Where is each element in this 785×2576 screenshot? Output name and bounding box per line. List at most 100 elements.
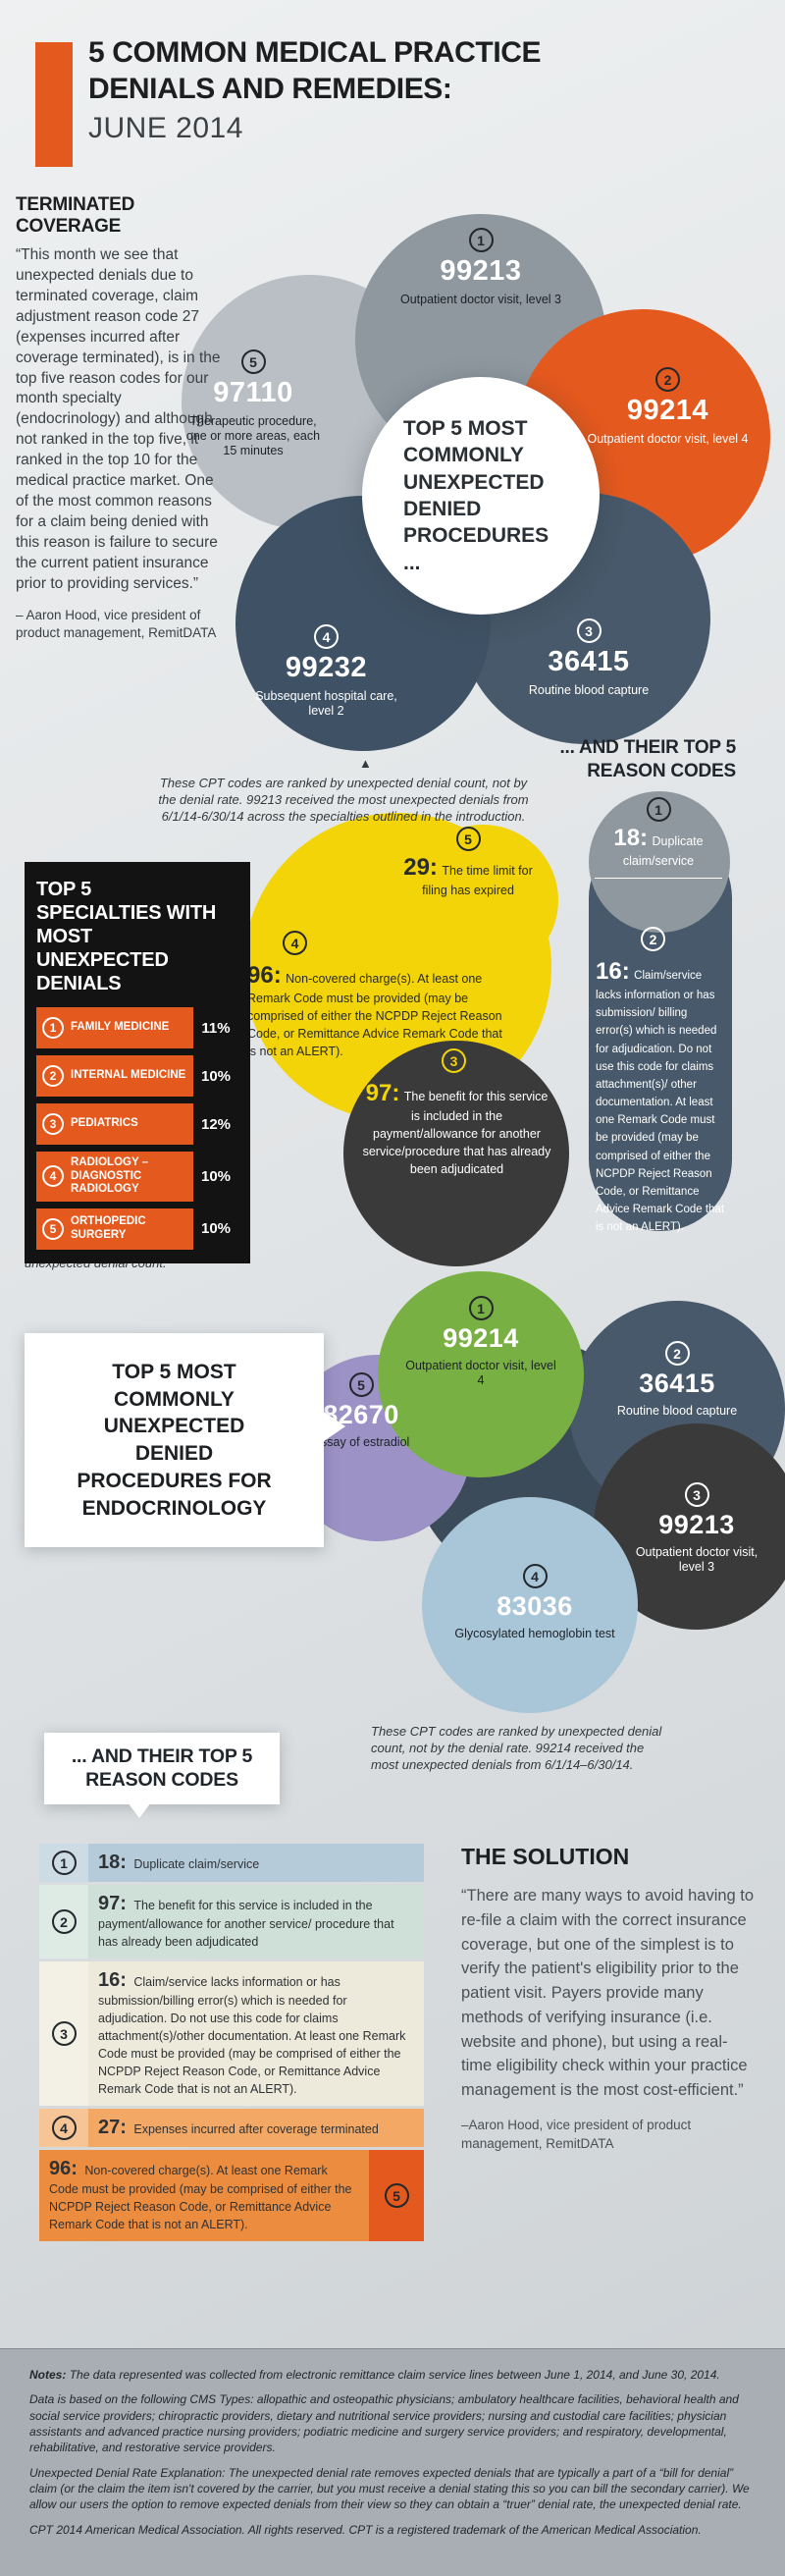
endo-item-4: 4 83036 Glycosylated hemoglobin test bbox=[432, 1564, 638, 1641]
page-subtitle: JUNE 2014 bbox=[88, 112, 243, 145]
specialty-row: 3 PEDIATRICS 12% bbox=[36, 1103, 238, 1145]
specialty-name: ORTHOPEDIC SURGERY bbox=[71, 1215, 146, 1241]
wheel1-reason-codes-heading: ... AND THEIR TOP 5 REASON CODES bbox=[559, 737, 736, 781]
reason-code-29: 29: The time limit for filing has expire… bbox=[391, 854, 546, 899]
reason-code-text: Non-covered charge(s). At least one Rema… bbox=[49, 2164, 352, 2231]
wheel1-item-3: 3 36415 Routine blood capture bbox=[510, 618, 667, 698]
specialties-panel: TOP 5 SPECIALTIES WITH MOST UNEXPECTED D… bbox=[25, 862, 250, 1263]
terminated-coverage-attribution: – Aaron Hood, vice president of product … bbox=[16, 607, 217, 640]
rank-badge-1: 1 bbox=[468, 1296, 494, 1320]
cpt-code-99214: 99214 bbox=[626, 395, 709, 426]
footer-copyright: CPT 2014 American Medical Association. A… bbox=[29, 2522, 756, 2538]
header-titles: 5 COMMON MEDICAL PRACTICE DENIALS AND RE… bbox=[88, 35, 756, 146]
endo-petal-4-lightblue bbox=[422, 1497, 638, 1713]
rank-badge-5: 5 bbox=[455, 827, 481, 851]
cpt-code-99213: 99213 bbox=[440, 255, 522, 287]
reason-row-1: 1 18: Duplicate claim/service bbox=[39, 1844, 424, 1882]
rank-badge-4: 4 bbox=[283, 931, 307, 955]
wheel1-item-5: 5 97110 Therapeutic procedure, one or mo… bbox=[184, 349, 322, 459]
cpt-label: Therapeutic procedure, one or more areas… bbox=[185, 413, 321, 458]
up-arrow-icon: ▲ bbox=[359, 756, 372, 771]
footer-notes-line: Notes: The data represented was collecte… bbox=[29, 2367, 756, 2383]
reason-code-text: Claim/service lacks information or has s… bbox=[596, 970, 725, 1234]
specialty-row: 5 ORTHOPEDIC SURGERY 10% bbox=[36, 1208, 238, 1250]
footer-explanation-text: The unexpected denial rate removes expec… bbox=[29, 2465, 750, 2512]
specialty-percent: 10% bbox=[200, 1067, 232, 1085]
wheel2-yellow-swirl-top bbox=[407, 825, 558, 976]
specialties-list: 1 FAMILY MEDICINE 11% 2 INTERNAL MEDICIN… bbox=[36, 1007, 238, 1250]
cpt-label: Glycosylated hemoglobin test bbox=[454, 1626, 615, 1640]
wheel1-item-4: 4 99232 Subsequent hospital care, level … bbox=[245, 624, 407, 719]
specialty-name: FAMILY MEDICINE bbox=[71, 1021, 170, 1034]
callout-pointer-icon bbox=[128, 1802, 151, 1818]
footer-copyright-text: CPT 2014 American Medical Association. A… bbox=[29, 2522, 702, 2537]
footer-cms-line: Data is based on the following CMS Types… bbox=[29, 2391, 756, 2455]
rank-badge-5: 5 bbox=[240, 349, 266, 374]
reason-code-text: The time limit for filing has expired bbox=[422, 864, 533, 897]
reason-row-5: 96: Non-covered charge(s). At least one … bbox=[39, 2150, 424, 2241]
reason-code-text: Duplicate claim/service bbox=[622, 834, 704, 868]
solution-section: THE SOLUTION “There are many ways to avo… bbox=[461, 1844, 756, 2154]
rank-badge-2: 2 bbox=[51, 1909, 77, 1934]
reason-code-number: 16: bbox=[98, 1969, 127, 1991]
specialty-percent: 12% bbox=[200, 1115, 232, 1133]
rank-badge-3: 3 bbox=[576, 618, 602, 643]
specialty-percent: 10% bbox=[200, 1167, 232, 1185]
endo-footnote: These CPT codes are ranked by unexpected… bbox=[371, 1724, 662, 1772]
footer-notes: Notes: The data represented was collecte… bbox=[0, 2348, 785, 2576]
wheel2-item-1: 1 18: Duplicate claim/service bbox=[595, 797, 722, 879]
cpt-label: Outpatient doctor visit, level 4 bbox=[405, 1358, 556, 1387]
reason-code-number: 18: bbox=[613, 825, 649, 851]
reason-code-number: 96: bbox=[247, 962, 282, 989]
rank-badge-5: 5 bbox=[348, 1372, 374, 1397]
rank-cell: 5 bbox=[369, 2150, 424, 2241]
endo-box-pointer-icon bbox=[324, 1412, 345, 1441]
rank-cell: 2 bbox=[39, 1885, 88, 1959]
endo-title-box: TOP 5 MOST COMMONLY UNEXPECTED DENIED PR… bbox=[25, 1333, 324, 1548]
terminated-coverage-section: TERMINATED COVERAGE “This month we see t… bbox=[16, 194, 226, 642]
footer-explanation-label: Unexpected Denial Rate Explanation: bbox=[29, 2465, 226, 2480]
wheel2-item-3: 97: The benefit for this service is incl… bbox=[361, 1080, 552, 1178]
reason-code-text: The benefit for this service is included… bbox=[362, 1090, 551, 1176]
rank-cell: 4 bbox=[39, 2109, 88, 2147]
rank-badge-4: 4 bbox=[51, 2116, 77, 2140]
rank-badge-2: 2 bbox=[655, 367, 680, 392]
solution-heading: THE SOLUTION bbox=[461, 1844, 630, 1869]
wheel2-item-4: 96: Non-covered charge(s). At least one … bbox=[247, 962, 504, 1060]
specialty-label-cell: 5 ORTHOPEDIC SURGERY bbox=[36, 1208, 193, 1250]
solution-quote: “There are many ways to avoid having to … bbox=[461, 1887, 755, 2099]
specialty-row: 1 FAMILY MEDICINE 11% bbox=[36, 1007, 238, 1048]
rank-badge-3: 3 bbox=[684, 1482, 709, 1507]
reason-codes-table: 1 18: Duplicate claim/service 2 97: The … bbox=[39, 1844, 424, 2244]
wheel1-center-title: TOP 5 MOST COMMONLY UNEXPECTED DENIED PR… bbox=[403, 417, 550, 574]
rank-badge-5: 5 bbox=[42, 1217, 64, 1240]
specialty-label-cell: 2 INTERNAL MEDICINE bbox=[36, 1055, 193, 1097]
rank-badge-1: 1 bbox=[646, 797, 671, 822]
cpt-label: Outpatient doctor visit, level 3 bbox=[400, 292, 561, 306]
reason-code-number: 16: bbox=[596, 958, 630, 985]
footer-explanation-line: Unexpected Denial Rate Explanation: The … bbox=[29, 2465, 756, 2513]
wheel1-footnote: These CPT codes are ranked by unexpected… bbox=[158, 776, 529, 824]
footer-notes-label: Notes: bbox=[29, 2368, 67, 2382]
rank-badge-5: 5 bbox=[384, 2183, 409, 2208]
wheel1-center-circle: TOP 5 MOST COMMONLY UNEXPECTED DENIED PR… bbox=[362, 377, 600, 615]
rank-badge-4: 4 bbox=[314, 624, 339, 649]
wheel1-item-1: 1 99213 Outpatient doctor visit, level 3 bbox=[392, 228, 569, 307]
cpt-label: Outpatient doctor visit, level 4 bbox=[587, 431, 749, 446]
cpt-code-83036: 83036 bbox=[497, 1591, 573, 1621]
reason-code-number: 27: bbox=[98, 2117, 127, 2138]
endo-item-2: 2 36415 Routine blood capture bbox=[603, 1341, 751, 1419]
specialty-row: 4 RADIOLOGY – DIAGNOSTIC RADIOLOGY 10% bbox=[36, 1152, 238, 1202]
cpt-label: Routine blood capture bbox=[616, 1403, 738, 1418]
terminated-coverage-quote: “This month we see that unexpected denia… bbox=[16, 246, 221, 592]
reason-code-18: 18: Duplicate claim/service bbox=[595, 825, 722, 879]
specialty-name: RADIOLOGY – DIAGNOSTIC RADIOLOGY bbox=[71, 1156, 149, 1196]
reason-code-text: Expenses incurred after coverage termina… bbox=[133, 2122, 379, 2136]
specialty-percent: 10% bbox=[200, 1220, 232, 1238]
reason-code-text: Duplicate claim/service bbox=[133, 1857, 260, 1871]
reason-code-number: 97: bbox=[365, 1080, 400, 1106]
rank-cell: 1 bbox=[39, 1844, 88, 1882]
page-title-line2: DENIALS AND REMEDIES: bbox=[88, 72, 452, 105]
header-accent-block bbox=[35, 42, 73, 167]
